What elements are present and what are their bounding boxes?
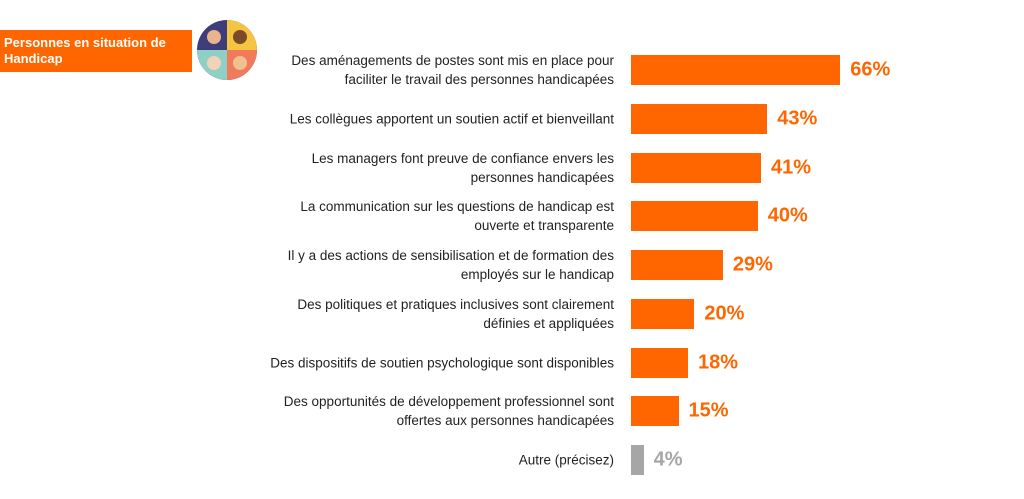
category-label: Autre (précisez) — [518, 452, 614, 468]
bar — [631, 298, 695, 329]
category-label: Les collègues apportent un soutien actif… — [289, 111, 614, 127]
value-label: 41% — [770, 156, 811, 178]
value-label: 18% — [698, 351, 739, 373]
bar — [631, 445, 644, 475]
value-label: 15% — [688, 399, 729, 422]
value-label: 20% — [704, 302, 745, 325]
category-label: Les managers font preuve de confiance en… — [311, 150, 614, 185]
people-icon — [197, 20, 257, 80]
bar — [631, 396, 679, 427]
chart-title: Personnes en situation de Handicap — [0, 30, 192, 72]
value-label: 40% — [767, 204, 808, 227]
bar — [631, 347, 689, 378]
category-label: La communication sur les questions de ha… — [300, 199, 614, 234]
value-label: 4% — [653, 448, 683, 471]
value-label: 66% — [850, 58, 891, 81]
category-label: Des aménagements de postes sont mis en p… — [291, 53, 614, 87]
category-label: Des opportunités de développement profes… — [283, 394, 614, 429]
category-label: Il y a des actions de sensibilisation et… — [287, 248, 614, 282]
category-label: Des politiques et pratiques inclusives s… — [297, 296, 614, 331]
category-label: Des dispositifs de soutien psychologique… — [270, 355, 614, 370]
bar — [631, 201, 758, 232]
value-label: 43% — [777, 107, 818, 130]
bar — [631, 55, 841, 85]
bar — [631, 250, 723, 280]
bar — [631, 103, 768, 134]
bar — [631, 152, 761, 183]
value-label: 29% — [732, 253, 773, 276]
